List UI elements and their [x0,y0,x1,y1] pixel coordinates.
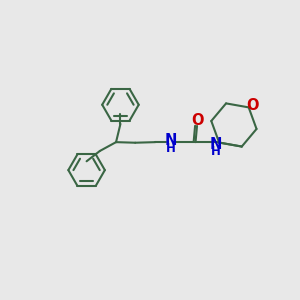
Text: O: O [191,113,204,128]
Text: H: H [166,142,176,155]
Text: N: N [165,133,177,148]
Text: N: N [209,136,222,152]
Text: O: O [246,98,259,112]
Text: H: H [211,145,220,158]
